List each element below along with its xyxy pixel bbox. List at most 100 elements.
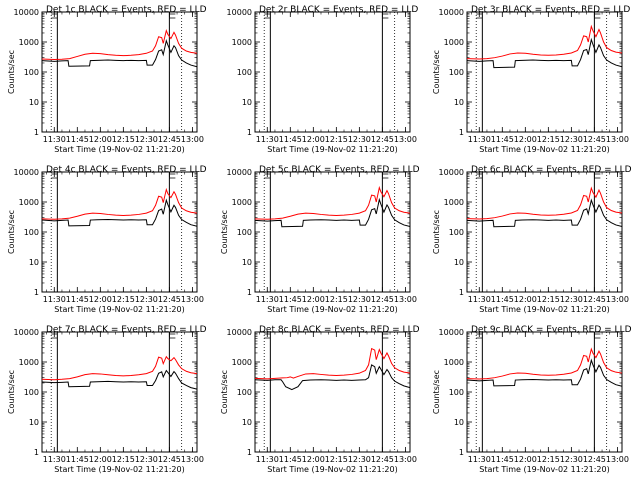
x-tick-label: 13:00	[394, 455, 417, 464]
y-tick-label: 1	[247, 288, 252, 297]
y-axis-label: Counts/sec	[432, 370, 441, 414]
x-axis-label: Start Time (19-Nov-02 11:21:20)	[479, 145, 609, 154]
x-tick-label: 11:45	[491, 295, 514, 304]
events-series-line	[254, 364, 411, 391]
y-tick-label: 10	[29, 418, 39, 427]
events-series-line	[41, 198, 198, 227]
x-tick-label: 13:00	[606, 455, 629, 464]
interval-bracket	[264, 13, 271, 19]
y-tick-label: 1000	[444, 358, 464, 367]
y-tick-label: 1	[34, 288, 39, 297]
y-axis-label: Counts/sec	[432, 210, 441, 254]
x-axis-label: Start Time (19-Nov-02 11:21:20)	[54, 145, 184, 154]
y-tick-label: 1	[247, 448, 252, 457]
events-series-line	[466, 358, 623, 387]
x-tick-label: 11:30	[256, 135, 279, 144]
y-tick-label: 100	[449, 388, 464, 397]
plot-title: Det 3r BLACK = Events, RED = LLD	[471, 5, 630, 15]
y-tick-label: 10	[29, 258, 39, 267]
x-tick-label: 12:00	[302, 295, 325, 304]
y-tick-label: 1	[459, 288, 464, 297]
plot-frame	[41, 171, 198, 293]
x-tick-label: 12:00	[514, 295, 537, 304]
plot-title: Det 7c BLACK = Events, RED = LLD	[46, 325, 207, 335]
interval-bracket	[169, 333, 176, 339]
y-tick-label: 1000	[19, 198, 39, 207]
x-tick-label: 12:00	[89, 135, 112, 144]
plot-title: Det 9c BLACK = Events, RED = LLD	[471, 325, 632, 335]
x-tick-label: 12:45	[371, 455, 394, 464]
y-axis-label: Counts/sec	[432, 50, 441, 94]
x-tick-label: 12:30	[348, 135, 371, 144]
y-tick-label: 100	[24, 228, 39, 237]
x-tick-label: 13:00	[181, 455, 204, 464]
y-tick-label: 100	[237, 388, 252, 397]
x-tick-label: 12:00	[302, 135, 325, 144]
x-tick-label: 13:00	[606, 295, 629, 304]
interval-bracket	[51, 333, 58, 339]
x-tick-label: 12:15	[537, 135, 560, 144]
x-tick-label: 12:30	[560, 455, 583, 464]
y-tick-label: 10000	[14, 328, 39, 337]
plot-title: Det 6c BLACK = Events, RED = LLD	[471, 165, 632, 175]
interval-bracket	[169, 13, 176, 19]
x-tick-label: 12:15	[537, 295, 560, 304]
y-tick-label: 10000	[14, 8, 39, 17]
x-tick-label: 12:45	[583, 135, 606, 144]
y-tick-label: 100	[24, 388, 39, 397]
x-tick-label: 12:45	[583, 295, 606, 304]
lld-series-line	[254, 185, 411, 220]
y-tick-label: 10000	[439, 8, 464, 17]
y-tick-label: 1000	[232, 198, 252, 207]
events-series-line	[254, 197, 411, 228]
y-tick-label: 100	[449, 68, 464, 77]
x-axis-label: Start Time (19-Nov-02 11:21:20)	[479, 465, 609, 474]
plot-frame	[466, 331, 623, 453]
x-tick-label: 12:15	[112, 295, 135, 304]
plot-title: Det 1c BLACK = Events, RED = LLD	[46, 5, 207, 15]
y-tick-label: 10	[242, 258, 252, 267]
x-tick-label: 12:30	[135, 295, 158, 304]
y-tick-label: 10	[242, 418, 252, 427]
x-tick-label: 12:45	[158, 295, 181, 304]
y-tick-label: 1000	[232, 358, 252, 367]
y-tick-label: 10	[454, 258, 464, 267]
events-series-line	[41, 369, 198, 390]
y-tick-label: 1000	[444, 38, 464, 47]
x-axis-label: Start Time (19-Nov-02 11:21:20)	[54, 305, 184, 314]
y-tick-label: 100	[449, 228, 464, 237]
x-tick-label: 12:00	[302, 455, 325, 464]
y-axis-label: Counts/sec	[7, 50, 16, 94]
y-axis-label: Counts/sec	[7, 210, 16, 254]
x-tick-label: 12:15	[325, 295, 348, 304]
events-series-line	[41, 38, 198, 68]
y-tick-label: 10000	[227, 168, 252, 177]
lld-series-line	[41, 28, 198, 61]
x-tick-label: 13:00	[394, 135, 417, 144]
interval-bracket	[51, 13, 58, 19]
plot-frame	[41, 331, 198, 453]
x-tick-label: 12:45	[371, 135, 394, 144]
interval-bracket	[594, 333, 601, 339]
x-tick-label: 11:30	[43, 135, 66, 144]
x-tick-label: 11:45	[279, 135, 302, 144]
y-axis-label: Counts/sec	[220, 370, 229, 414]
x-tick-label: 12:30	[135, 135, 158, 144]
plot-title: Det 8c BLACK = Events, RED = LLD	[259, 325, 420, 335]
y-tick-label: 10000	[439, 328, 464, 337]
x-tick-label: 12:15	[112, 135, 135, 144]
y-tick-label: 10000	[439, 168, 464, 177]
x-tick-label: 12:45	[158, 135, 181, 144]
x-tick-label: 13:00	[606, 135, 629, 144]
x-tick-label: 11:30	[256, 455, 279, 464]
interval-bracket	[594, 173, 601, 179]
x-tick-label: 11:30	[468, 295, 491, 304]
y-tick-label: 100	[237, 68, 252, 77]
x-tick-label: 12:30	[348, 295, 371, 304]
plot-title: Det 5c BLACK = Events, RED = LLD	[259, 165, 420, 175]
x-tick-label: 12:30	[560, 135, 583, 144]
y-axis-label: Counts/sec	[7, 370, 16, 414]
plot-frame	[41, 11, 198, 133]
